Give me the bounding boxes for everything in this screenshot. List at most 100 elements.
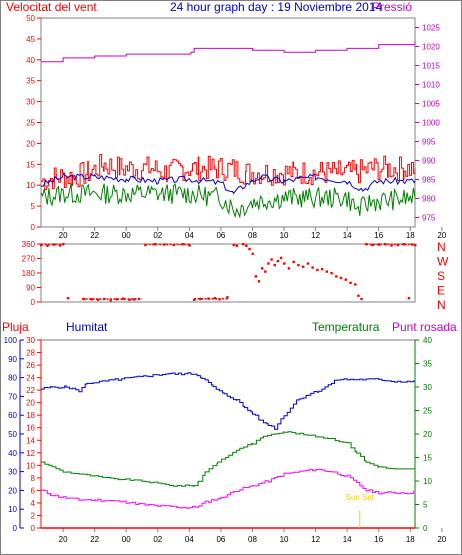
x-tick-label: 14 — [343, 231, 352, 240]
direction-point — [402, 243, 406, 246]
rain-tick-label: 4 — [31, 499, 36, 508]
direction-point — [188, 244, 191, 247]
y-right-tick-label: 1015 — [422, 62, 440, 71]
y-right-tick-label: 995 — [422, 138, 436, 147]
direction-point — [213, 296, 216, 300]
direction-point — [245, 244, 248, 248]
pressure-label: Pressió — [372, 0, 412, 14]
direction-point — [273, 263, 276, 267]
x-tick-label: 12 — [311, 231, 320, 240]
x-tick-label: 18 — [406, 231, 415, 240]
y-left-tick-label: 0 — [31, 223, 36, 232]
direction-point — [283, 262, 286, 265]
direction-point — [306, 262, 310, 265]
compass-label: E — [437, 284, 445, 298]
x-tick-label: 00 — [122, 231, 131, 240]
humidity-tick-label: 60 — [8, 411, 17, 420]
rain-label: Pluja — [2, 320, 29, 334]
x-tick-label: 22 — [90, 535, 99, 544]
x-tick-label: 20 — [59, 231, 68, 240]
direction-point — [264, 270, 267, 273]
temperature-label: Temperatura — [312, 320, 380, 334]
direction-point — [292, 260, 295, 264]
x-tick-label: 04 — [185, 535, 194, 544]
temp-humidity-panel: 0102030405060708090100024681012141618202… — [4, 336, 447, 544]
direction-point — [133, 298, 136, 301]
x-tick-label: 20 — [437, 231, 446, 240]
direction-point — [251, 252, 254, 256]
direction-point — [325, 270, 329, 273]
temp-tick-label: 5 — [423, 501, 428, 510]
y-left-tick-label: 45 — [26, 35, 35, 44]
x-tick-label: 14 — [343, 535, 352, 544]
rain-tick-label: 8 — [31, 474, 36, 483]
y-right-tick-label: 1010 — [422, 81, 440, 90]
x-tick-label: 04 — [185, 231, 194, 240]
y-right-tick-label: 1000 — [422, 119, 440, 128]
y-tick-label: 270 — [22, 255, 36, 264]
direction-point — [226, 296, 229, 299]
rain-tick-label: 0 — [31, 524, 36, 533]
humidity-label: Humitat — [66, 320, 108, 334]
temp-tick-label: 10 — [423, 477, 432, 486]
rain-tick-label: 22 — [26, 386, 35, 395]
y-right-tick-label: 1025 — [422, 24, 440, 33]
x-tick-label: 22 — [90, 231, 99, 240]
direction-point — [109, 299, 112, 302]
rain-tick-label: 2 — [31, 511, 36, 520]
compass-label: W — [437, 255, 449, 269]
rain-tick-label: 24 — [26, 374, 35, 383]
temp-tick-label: 20 — [423, 430, 432, 439]
y-left-tick-label: 5 — [31, 202, 36, 211]
direction-point — [354, 283, 357, 286]
y-tick-label: 360 — [22, 240, 36, 249]
x-tick-label: 00 — [122, 535, 131, 544]
direction-point — [311, 266, 314, 269]
direction-point — [344, 278, 347, 281]
direction-point — [360, 297, 363, 301]
x-tick-label: 16 — [374, 535, 383, 544]
y-right-tick-label: 980 — [422, 195, 436, 204]
direction-point — [377, 243, 381, 246]
rain-tick-label: 12 — [26, 449, 35, 458]
y-right-tick-label: 1005 — [422, 100, 440, 109]
direction-point — [297, 263, 300, 267]
compass-label: N — [437, 298, 446, 312]
rain-tick-label: 30 — [26, 336, 35, 345]
direction-point — [122, 297, 125, 300]
y-left-tick-label: 50 — [26, 14, 35, 23]
direction-point — [241, 243, 245, 246]
y-right-tick-label: 1020 — [422, 43, 440, 52]
direction-point — [128, 298, 131, 301]
humidity-tick-label: 80 — [8, 374, 17, 383]
y-right-tick-label: 975 — [422, 214, 436, 223]
temp-tick-label: 35 — [423, 360, 432, 369]
rain-tick-label: 16 — [26, 424, 35, 433]
temperature-line — [41, 431, 416, 487]
rain-tick-label: 18 — [26, 411, 35, 420]
direction-point — [339, 276, 343, 280]
direction-point — [335, 275, 338, 278]
rain-tick-label: 20 — [26, 399, 35, 408]
direction-point — [349, 281, 352, 285]
x-tick-label: 08 — [248, 231, 257, 240]
humidity-tick-label: 100 — [4, 336, 18, 345]
wind-speed-label: Velocitat del vent — [6, 0, 97, 14]
wind-pressure-panel: 0510152025303540455097598098599099510001… — [26, 14, 447, 240]
wind-mean-line — [40, 172, 416, 195]
direction-point — [330, 272, 333, 275]
direction-point — [301, 265, 305, 268]
direction-point — [193, 298, 196, 301]
y-left-tick-label: 35 — [26, 77, 35, 86]
humidity-tick-label: 70 — [8, 392, 17, 401]
direction-point — [276, 259, 280, 263]
temp-tick-label: 0 — [423, 524, 428, 533]
direction-point — [199, 297, 202, 301]
direction-point — [316, 268, 319, 272]
wind-min-line — [40, 183, 416, 219]
compass-label: N — [437, 240, 446, 254]
x-tick-label: 16 — [374, 231, 383, 240]
direction-point — [235, 244, 239, 248]
y-right-tick-label: 985 — [422, 176, 436, 185]
